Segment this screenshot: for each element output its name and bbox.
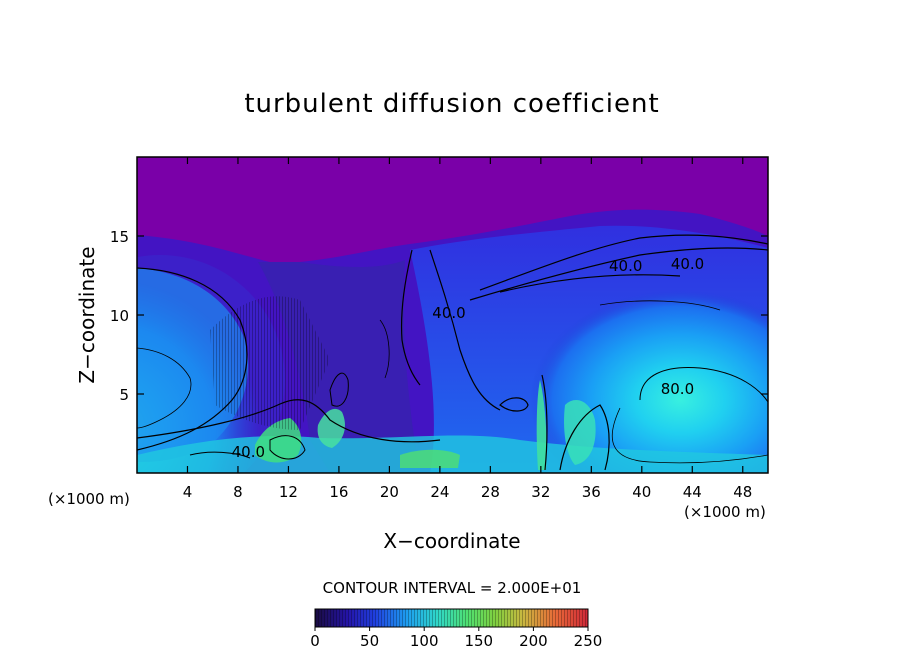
contour-line [379,319,390,379]
x-tick-label: 48 [733,483,752,501]
contour-line [479,234,768,291]
x-unit-left: (×1000 m) [48,490,130,508]
colorbar-tick-label: 50 [360,632,379,650]
colorbar-stripes [315,609,588,627]
field-right-vortex [530,290,768,473]
contour-line [329,372,349,407]
field-turbulent-patch [564,400,596,465]
contour-line [137,399,441,443]
x-axis: 4 8 12 16 20 24 28 32 36 40 44 48 [183,157,752,501]
colorbar-axis: 0 50 100 150 200 250 [310,627,602,650]
contour-line [599,300,721,311]
contour-label: 40.0 [609,257,642,275]
y-tick-label: 10 [110,307,129,325]
contour-line [269,435,306,460]
contour-label: 40.0 [232,443,265,461]
contour-labels: 40.0 40.0 40.0 80.0 40.0 [232,255,705,461]
x-unit-right: (×1000 m) [684,503,766,521]
x-tick-label: 28 [481,483,500,501]
y-axis-label: Z−coordinate [75,246,99,383]
x-tick-label: 8 [233,483,243,501]
colorbar-tick-label: 100 [410,632,439,650]
contour-line [401,249,421,386]
colorbar-tick-label: 250 [574,632,603,650]
x-tick-label: 24 [430,483,449,501]
contour-line [189,451,251,459]
colorbar-tick-label: 0 [310,632,320,650]
contour-interval-text: CONTOUR INTERVAL = 2.000E+01 [323,579,582,597]
contour-line [499,274,681,293]
chart-title: turbulent diffusion coefficient [244,89,659,119]
colorbar-tick-label: 200 [519,632,548,650]
x-tick-label: 4 [183,483,193,501]
colorbar-tick-label: 150 [464,632,493,650]
x-tick-label: 36 [582,483,601,501]
x-tick-label: 12 [279,483,298,501]
contour-line [639,366,768,403]
contour-lines [137,234,768,471]
x-tick-label: 32 [531,483,550,501]
contour-line [429,249,501,411]
contour-label: 80.0 [661,380,694,398]
contour-label: 40.0 [432,304,465,322]
field-left-shear [137,268,249,462]
x-tick-label: 16 [329,483,348,501]
contour-line [137,267,248,451]
x-tick-label: 20 [380,483,399,501]
field-turbulent-patch [400,449,460,468]
x-axis-label: X−coordinate [383,529,520,553]
x-tick-label: 40 [632,483,651,501]
x-tick-label: 44 [683,483,702,501]
contour-line [499,397,529,412]
contour-line [559,404,610,471]
contour-label: 40.0 [671,255,704,273]
y-tick-label: 15 [110,228,129,246]
plot-area: 40.0 40.0 40.0 80.0 40.0 [137,157,768,473]
field-turbulent-patch [536,380,547,470]
contour-line [541,374,548,471]
y-axis: 5 10 15 [110,228,768,404]
field-turbulent-patch [317,408,345,448]
contour-line [611,407,768,464]
field-wave-stripes [210,296,330,430]
y-tick-label: 5 [119,386,129,404]
contour-line [137,347,192,429]
contour-line [469,247,768,301]
